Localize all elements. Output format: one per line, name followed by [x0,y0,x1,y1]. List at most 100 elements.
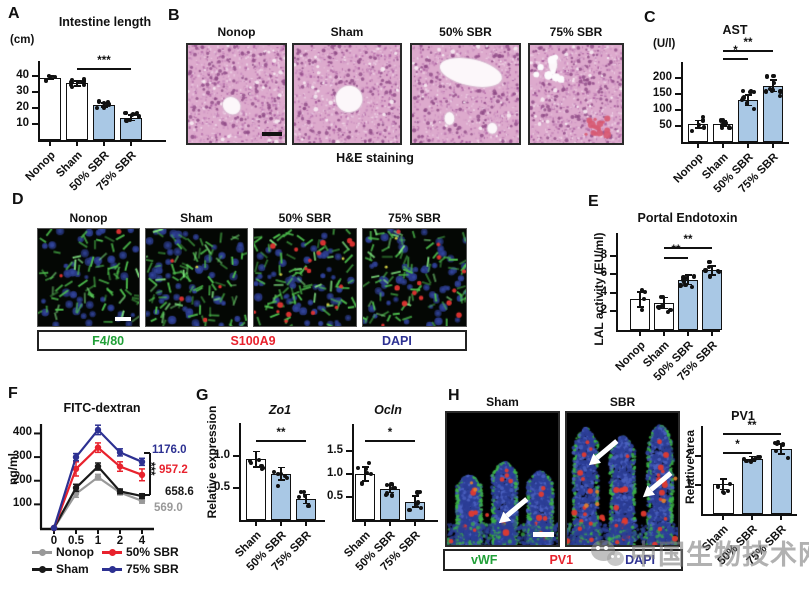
x-tick [76,142,78,147]
data-dot [415,500,420,505]
y-tick [233,454,239,457]
he-image-75sbr [528,43,624,145]
data-dot [75,80,81,85]
error-bar [639,291,641,307]
data-dot [715,484,721,489]
data-dot [101,106,107,111]
y-tick [32,91,38,94]
x-tick [280,522,282,527]
data-dot [706,259,711,265]
y-tick [610,254,616,257]
x-tick [255,522,257,527]
error-cap [777,452,785,455]
chart-title-ast: AST [722,23,748,37]
chart-title-ocln: Ocln [374,403,402,417]
data-dot [278,471,284,476]
marker-f480: F4/80 [92,333,125,348]
x-tick [103,142,105,147]
data-dot [701,115,706,120]
data-dot [103,103,108,108]
he-caption: H&E staining [336,151,414,165]
data-dot [639,288,644,293]
sig-line [664,257,688,260]
he-image-sham [292,43,402,145]
data-dot [665,309,671,315]
data-dot [259,463,264,468]
chart-title-intestine-length: Intestine length [58,15,152,29]
x-axis [701,514,797,517]
x-tick-label: 0.5 [68,535,84,547]
error-cap [46,78,54,81]
y-tick [346,450,352,452]
data-dot [701,125,707,130]
data-dot [741,94,747,99]
error-cap [252,450,260,453]
panel-label-e: E [588,193,599,210]
data-dot [384,482,390,487]
data-dot [368,471,374,476]
sig-label: ** [743,37,753,49]
y-tick-label: 100 [652,102,672,115]
data-dot [721,117,726,122]
data-dot [301,490,307,495]
error-cap [748,455,756,458]
he-label-50sbr: 50% SBR [439,25,492,39]
he-label-75sbr: 75% SBR [549,25,603,39]
data-dot [775,439,781,445]
data-dot [303,493,308,498]
intestine-y-unit: (cm) [10,34,35,46]
data-dot [249,460,254,466]
error-cap [694,127,702,129]
data-dot [256,457,262,462]
data-dot [751,106,756,112]
y-tick-label: 200 [12,473,32,486]
bar-50% SBR [741,458,763,514]
marker-s100a9: S100A9 [230,333,276,348]
data-dot [658,294,663,299]
chart-title-pv1: PV1 [731,409,755,423]
scale-bar-he [262,132,282,136]
fitc-dextran-chart: 100 200 300 400 0 0.5 1 2 4 569.0 658.6 957.2 1176.0… [2,385,207,592]
data-dot [271,470,276,475]
y-tick-label: 200 [652,70,672,83]
panel-label-d: D [12,191,24,208]
data-dot [745,101,750,106]
x-tick [747,144,749,149]
error-cap [386,491,394,494]
data-dot [282,473,287,478]
bar-Sham [66,83,88,140]
x-tick [414,522,416,527]
data-dot [763,89,768,94]
if-image-50sbr [253,228,357,327]
data-dot [708,273,713,278]
data-dot [260,466,265,471]
y-tick-label: 0.5 [327,490,343,502]
data-dot [727,125,732,130]
auc-label: 1176.0 [152,444,187,456]
y-tick-label: 40 [16,69,29,82]
x-tick [305,522,307,527]
y-tick [695,484,701,487]
x-axis [352,520,438,523]
if-image-nonop [37,228,140,327]
x-tick [49,142,51,147]
legend-dot [108,548,116,556]
data-dot [137,114,142,119]
error-bar [414,496,416,508]
he-label-sham: Sham [330,25,364,39]
data-dot [641,296,647,301]
error-cap [636,305,644,308]
error-bar [711,265,713,276]
data-dot [689,128,694,133]
error-cap [660,307,668,310]
y-tick-label: 6 [600,267,607,280]
ast-y-unit: (U/l) [653,38,676,50]
data-dot [106,101,111,106]
y-axis [239,423,242,520]
data-dot [275,471,280,477]
data-dot [385,491,390,496]
sig-label: ** [747,420,757,432]
bar-75% SBR [702,270,722,330]
data-dot [753,456,758,461]
